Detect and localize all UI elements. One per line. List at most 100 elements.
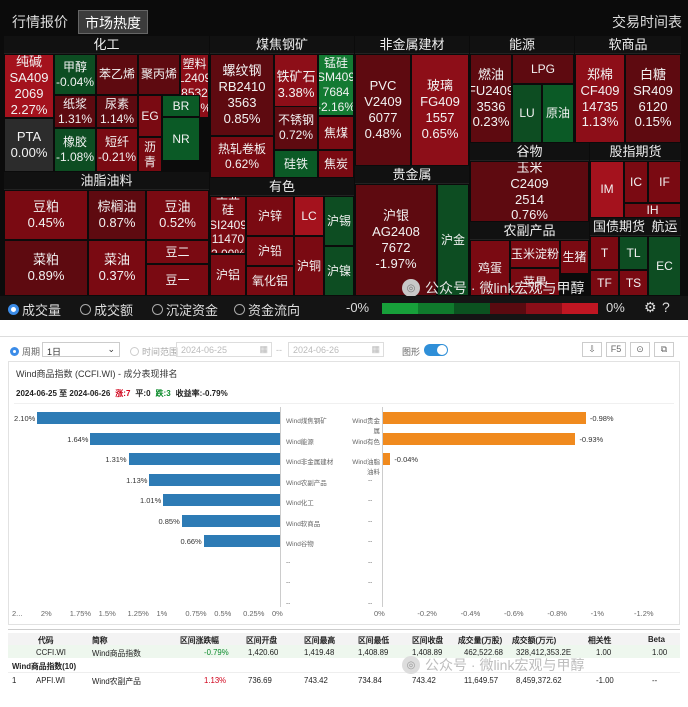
- table-row[interactable]: [8, 645, 680, 658]
- heat-cell-c44[interactable]: 氧化铝: [246, 266, 294, 296]
- heat-cell-c7[interactable]: 尿素 1.14%: [96, 95, 138, 128]
- heat-cell-c15[interactable]: 螺纹钢 RB2410 3563 0.85%: [210, 54, 274, 136]
- help-icon[interactable]: ?: [662, 299, 670, 315]
- radio-off-icon: [80, 304, 91, 315]
- wechat-icon: ◎: [402, 279, 420, 297]
- heat-cell-c35[interactable]: 菜油 0.37%: [88, 240, 146, 296]
- heat-cell-c54[interactable]: 鸡蛋: [470, 240, 510, 296]
- x-tick-label: -1%: [590, 609, 604, 618]
- heat-cell-c40[interactable]: LC: [294, 196, 324, 236]
- radio-turnover[interactable]: 成交额: [80, 300, 133, 319]
- period-select[interactable]: 1日 ⌄: [42, 342, 120, 357]
- heat-cell-c19[interactable]: 焦煤: [318, 116, 354, 150]
- cell-name: 玻璃: [426, 78, 453, 94]
- heat-cell-c26[interactable]: LPG: [512, 54, 574, 84]
- heat-cell-c37[interactable]: 豆一: [146, 264, 209, 296]
- cell-name: 沪锡: [326, 213, 351, 228]
- heat-cell-c17[interactable]: 锰硅 SM409 7684 -2.16%: [318, 54, 354, 116]
- cell-value: 3536: [476, 98, 506, 114]
- heat-cell-c53[interactable]: IH: [624, 203, 681, 218]
- cell-value: L2409: [181, 71, 208, 86]
- cell-name: 聚丙烯: [140, 67, 177, 82]
- heat-cell-c39[interactable]: 沪锌: [246, 196, 294, 236]
- empty-slot: --: [368, 476, 373, 484]
- heat-cell-c28[interactable]: 原油: [542, 84, 574, 143]
- heat-cell-c3[interactable]: 苯乙烯: [96, 54, 138, 95]
- cell-value: 14735: [581, 98, 619, 114]
- heat-cell-c4[interactable]: 聚丙烯: [138, 54, 180, 95]
- radio-fund-flow[interactable]: 资金流向: [234, 300, 300, 319]
- heat-cell-c12[interactable]: 短纤 -0.21%: [96, 128, 138, 172]
- heat-cell-c48[interactable]: 沪金: [437, 184, 469, 296]
- bar-positive: [37, 412, 280, 424]
- heat-cell-c29[interactable]: 郑棉 CF409 14735 1.13%: [575, 54, 625, 143]
- radio-volume[interactable]: 成交量: [8, 300, 61, 319]
- tab-market-heat[interactable]: 市场热度: [78, 10, 148, 34]
- radio-open-interest[interactable]: 沉淀资金: [152, 300, 218, 319]
- heat-cell-c42[interactable]: 沪铝: [210, 254, 246, 296]
- settings-icon[interactable]: ⊙: [630, 342, 650, 357]
- heat-cell-c30[interactable]: 白糖 SR409 6120 0.15%: [625, 54, 681, 143]
- heat-cell-c61[interactable]: TF: [590, 270, 619, 296]
- heat-cell-c24[interactable]: 玻璃 FG409 1557 0.65%: [411, 54, 469, 166]
- heat-cell-c56[interactable]: 生猪: [560, 240, 589, 274]
- period-radio[interactable]: 周期: [10, 345, 40, 358]
- heat-cell-c52[interactable]: IF: [648, 161, 681, 203]
- heat-cell-c41[interactable]: 沪锡: [324, 196, 354, 246]
- heat-cell-c22[interactable]: 焦炭: [318, 150, 354, 178]
- heat-cell-c18[interactable]: 不锈钢 0.72%: [274, 106, 318, 150]
- heat-cell-c8[interactable]: EG: [138, 95, 162, 137]
- heat-cell-c47[interactable]: 沪银 AG2408 7672 -1.97%: [355, 184, 437, 296]
- cell-name: 棕榈油: [97, 199, 137, 215]
- settings-icon[interactable]: ⚙: [644, 299, 657, 315]
- heat-cell-c60[interactable]: EC: [648, 236, 681, 296]
- range-radio[interactable]: 时间范围: [130, 345, 178, 358]
- heat-cell-c49[interactable]: 玉米 C2409 2514 0.76%: [470, 161, 589, 222]
- heat-cell-c45[interactable]: 沪铜: [294, 236, 324, 296]
- heat-cell-c16[interactable]: 铁矿石 3.38%: [274, 54, 318, 116]
- heat-cell-c62[interactable]: TS: [619, 270, 648, 296]
- heat-cell-c21[interactable]: 硅铁: [274, 150, 318, 178]
- heat-cell-c10[interactable]: PTA 0.00%: [4, 118, 54, 172]
- heat-cell-c6[interactable]: 纸浆 1.31%: [54, 95, 96, 128]
- heat-cell-c36[interactable]: 豆二: [146, 240, 209, 264]
- heat-cell-c57[interactable]: 苹果: [510, 268, 560, 296]
- export-icon[interactable]: ⇩: [582, 342, 602, 357]
- heat-cell-c50[interactable]: IM: [590, 161, 624, 218]
- tab-trading-hours[interactable]: 交易时间表: [612, 14, 682, 30]
- cell-name: 鸡蛋: [477, 260, 502, 275]
- heat-cell-c31[interactable]: 豆粕 0.45%: [4, 190, 88, 240]
- heat-cell-c55[interactable]: 玉米淀粉: [510, 240, 560, 268]
- heat-cell-c33[interactable]: 豆油 0.52%: [146, 190, 209, 240]
- heat-cell-c2[interactable]: 甲醇 -0.04%: [54, 54, 96, 95]
- heat-cell-c58[interactable]: T: [590, 236, 619, 270]
- heat-cell-c34[interactable]: 菜粕 0.89%: [4, 240, 88, 296]
- tab-quotes[interactable]: 行情报价: [12, 14, 68, 30]
- heat-cell-c59[interactable]: TL: [619, 236, 648, 270]
- popout-icon[interactable]: ⧉: [654, 342, 674, 357]
- heat-cell-c27[interactable]: LU: [512, 84, 542, 143]
- heat-cell-c25[interactable]: 燃油 FU2409 3536 0.23%: [470, 54, 512, 143]
- heat-cell-c11[interactable]: 橡胶 -1.08%: [54, 128, 96, 172]
- chart-toggle-switch[interactable]: [424, 344, 448, 356]
- heat-cell-c1[interactable]: 纯碱 SA409 2069 2.27%: [4, 54, 54, 118]
- heat-cell-c23[interactable]: PVC V2409 6077 0.48%: [355, 54, 411, 166]
- date-to-input[interactable]: 2024-06-26 ▦: [288, 342, 384, 357]
- heat-cell-c13[interactable]: 沥青: [138, 137, 162, 172]
- date-from-input[interactable]: 2024-06-25 ▦: [176, 342, 272, 357]
- heat-cell-c38[interactable]: 工业硅SI2409114702.00%: [210, 196, 246, 254]
- cell-value: 0.65%: [421, 125, 459, 141]
- cell-name: 沪银: [382, 208, 409, 224]
- cell-value: 1.13%: [581, 114, 619, 130]
- heat-cell-c51[interactable]: IC: [624, 161, 648, 203]
- heat-cell-c46[interactable]: 沪镍: [324, 246, 354, 296]
- cell-name: 豆粕: [32, 199, 59, 215]
- heat-cell-c14[interactable]: NR: [162, 117, 200, 161]
- heat-cell-c20[interactable]: 热轧卷板 0.62%: [210, 136, 274, 178]
- heat-cell-c9[interactable]: BR: [162, 95, 200, 117]
- heat-cell-c32[interactable]: 棕榈油 0.87%: [88, 190, 146, 240]
- heat-cell-c43[interactable]: 沪铅: [246, 236, 294, 266]
- refresh-button[interactable]: F5: [606, 342, 626, 357]
- x-tick-label: 1.5%: [98, 609, 116, 618]
- cell-name: IC: [630, 174, 642, 189]
